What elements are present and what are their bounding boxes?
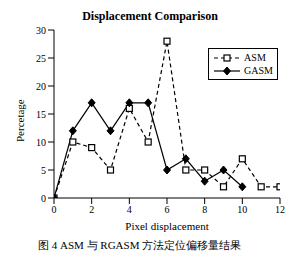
svg-text:10: 10 bbox=[36, 137, 46, 148]
svg-text:Pixel displacement: Pixel displacement bbox=[125, 220, 208, 232]
svg-text:15: 15 bbox=[36, 109, 46, 120]
html-text:GASM: GASM bbox=[244, 65, 273, 76]
svg-text:8: 8 bbox=[202, 204, 207, 215]
svg-text:12: 12 bbox=[275, 204, 285, 215]
svg-text:20: 20 bbox=[36, 81, 46, 92]
svg-text:0: 0 bbox=[41, 193, 46, 204]
svg-text:10: 10 bbox=[237, 204, 247, 215]
svg-text:25: 25 bbox=[36, 53, 46, 64]
html-text:Displacement Comparison: Displacement Comparison bbox=[82, 9, 218, 23]
html-text:ASM: ASM bbox=[244, 52, 266, 63]
svg-text:30: 30 bbox=[36, 25, 46, 36]
svg-text:5: 5 bbox=[41, 165, 46, 176]
svg-text:4: 4 bbox=[127, 204, 132, 215]
svg-text:6: 6 bbox=[165, 204, 170, 215]
svg-text:Percetage: Percetage bbox=[14, 99, 26, 142]
html-text:图 4 ASM 与 RGASM 方法定位偏移量结果: 图 4 ASM 与 RGASM 方法定位偏移量结果 bbox=[38, 239, 242, 251]
svg-text:2: 2 bbox=[89, 204, 94, 215]
svg-text:0: 0 bbox=[52, 204, 57, 215]
